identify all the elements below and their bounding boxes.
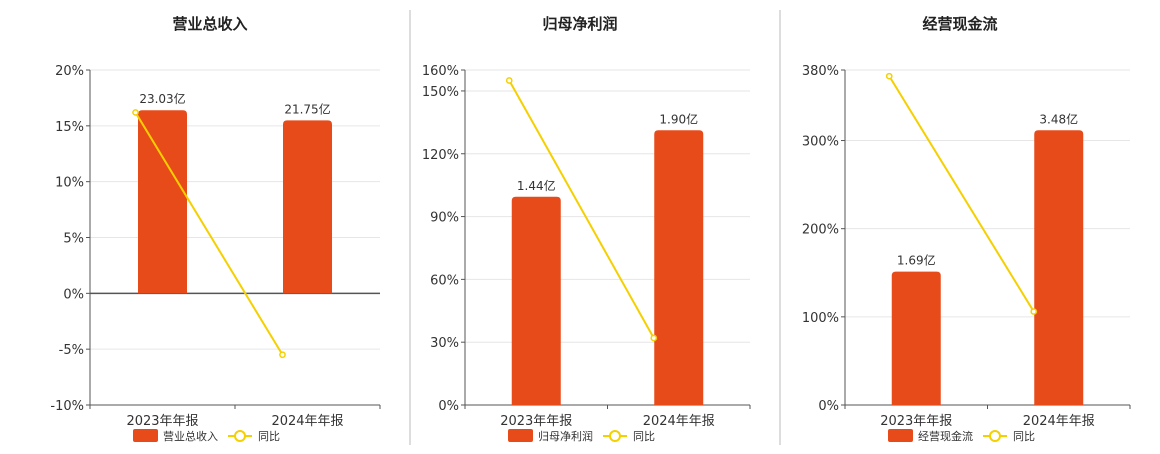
yoy-point bbox=[1030, 308, 1038, 315]
y-tick-label: -10% bbox=[50, 399, 84, 414]
y-tick-label: 20% bbox=[55, 64, 84, 79]
x-tick-label: 2023年年报 bbox=[126, 414, 198, 429]
y-tick-label: 30% bbox=[430, 336, 459, 351]
legend-line-marker bbox=[989, 430, 1001, 442]
x-tick-label: 2023年年报 bbox=[500, 414, 572, 429]
chart-title: 营业总收入 bbox=[172, 15, 247, 33]
bar bbox=[138, 110, 187, 294]
legend-bar-swatch bbox=[508, 429, 533, 442]
bar bbox=[654, 130, 704, 406]
yoy-line bbox=[888, 75, 1035, 313]
yoy-line bbox=[134, 111, 284, 356]
x-tick-label: 2024年年报 bbox=[643, 414, 715, 429]
x-tick-label: 2024年年报 bbox=[1023, 414, 1095, 429]
chart-title: 归母净利润 bbox=[542, 15, 617, 33]
y-tick-label: 0% bbox=[818, 399, 839, 414]
data-label: 21.75亿 bbox=[284, 101, 330, 116]
y-tick-label: 120% bbox=[422, 148, 459, 163]
y-tick-label: 100% bbox=[802, 311, 839, 326]
legend-bar-label: 营业总收入 bbox=[163, 429, 218, 443]
y-tick-label: 0% bbox=[63, 287, 84, 302]
bar bbox=[511, 196, 561, 405]
chart-title: 经营现金流 bbox=[922, 15, 997, 33]
x-tick-label: 2024年年报 bbox=[271, 414, 343, 429]
yoy-point bbox=[885, 72, 893, 80]
legend-line-marker bbox=[234, 430, 246, 442]
y-tick-label: 200% bbox=[802, 223, 839, 238]
yoy-point bbox=[505, 77, 513, 84]
yoy-point bbox=[650, 334, 658, 342]
y-tick-label: 15% bbox=[55, 120, 84, 135]
y-tick-label: 160% bbox=[422, 64, 459, 79]
legend-line-label: 同比 bbox=[633, 430, 655, 443]
yoy-point bbox=[279, 351, 286, 359]
y-tick-label: 60% bbox=[430, 273, 459, 288]
bar bbox=[283, 120, 332, 294]
y-tick-label: 0% bbox=[438, 399, 459, 414]
data-label: 1.44亿 bbox=[517, 178, 556, 193]
y-tick-label: 150% bbox=[422, 85, 459, 100]
data-label: 23.03亿 bbox=[139, 91, 185, 106]
yoy-line bbox=[508, 79, 655, 339]
legend-line-label: 同比 bbox=[258, 430, 280, 443]
x-tick-label: 2023年年报 bbox=[880, 414, 952, 429]
bar bbox=[891, 271, 941, 405]
data-label: 1.69亿 bbox=[897, 253, 936, 268]
bar bbox=[1034, 130, 1084, 406]
legend-bar-label: 归母净利润 bbox=[538, 429, 593, 443]
yoy-point bbox=[132, 109, 139, 116]
legend-line-label: 同比 bbox=[1013, 430, 1035, 443]
y-tick-label: 90% bbox=[430, 211, 459, 226]
y-tick-label: -5% bbox=[59, 343, 84, 358]
legend-bar-swatch bbox=[133, 429, 158, 442]
legend-line-marker bbox=[609, 430, 621, 442]
y-tick-label: 380% bbox=[802, 64, 839, 79]
legend-bar-label: 经营现金流 bbox=[918, 429, 973, 443]
legend-bar-swatch bbox=[888, 429, 913, 442]
data-label: 1.90亿 bbox=[659, 111, 698, 126]
data-label: 3.48亿 bbox=[1039, 111, 1078, 126]
y-tick-label: 10% bbox=[55, 176, 84, 191]
y-tick-label: 300% bbox=[802, 135, 839, 150]
y-tick-label: 5% bbox=[63, 232, 84, 247]
